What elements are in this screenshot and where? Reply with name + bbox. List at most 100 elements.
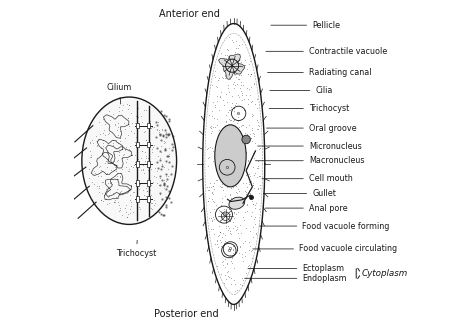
Point (213, 237, 221, 243)
Point (235, 235, 243, 240)
Point (244, 209, 251, 214)
Point (210, 181, 218, 186)
Point (129, 164, 137, 170)
Point (219, 159, 227, 164)
Point (245, 158, 252, 163)
Point (215, 143, 222, 148)
Point (96, 132, 103, 137)
Point (216, 163, 224, 168)
Point (218, 235, 226, 240)
Point (246, 191, 254, 196)
Point (137, 168, 145, 173)
Point (103, 164, 111, 170)
Point (220, 103, 228, 108)
Point (89, 137, 96, 142)
Point (158, 127, 165, 133)
Point (147, 200, 155, 206)
Point (213, 116, 221, 122)
Point (222, 166, 230, 171)
Point (241, 188, 248, 193)
Point (130, 162, 138, 168)
Point (249, 130, 257, 135)
Point (220, 254, 228, 259)
Point (118, 155, 126, 160)
Point (226, 72, 233, 77)
Point (222, 72, 229, 77)
Text: Posterior end: Posterior end (154, 309, 219, 318)
Point (246, 263, 253, 268)
Point (219, 134, 227, 139)
Point (234, 156, 242, 162)
Point (233, 148, 240, 153)
Point (231, 164, 238, 170)
Ellipse shape (215, 125, 246, 187)
Point (222, 160, 230, 165)
Point (234, 121, 241, 126)
Point (155, 127, 163, 133)
Point (234, 165, 241, 170)
Point (165, 116, 173, 122)
Point (117, 188, 124, 194)
Point (222, 136, 229, 142)
Point (125, 102, 133, 107)
Point (89, 141, 97, 146)
Point (240, 96, 248, 101)
Point (236, 244, 244, 249)
Point (237, 63, 244, 68)
Point (99, 144, 107, 149)
Point (214, 146, 222, 151)
Point (112, 168, 119, 173)
Point (250, 185, 258, 191)
Text: Cytoplasm: Cytoplasm (362, 269, 408, 278)
Point (162, 174, 169, 179)
Point (135, 186, 142, 192)
Point (249, 224, 256, 230)
Point (109, 191, 117, 196)
Point (242, 92, 250, 97)
Point (126, 168, 133, 173)
Point (223, 149, 230, 154)
Point (156, 182, 164, 187)
Point (230, 226, 237, 231)
Point (216, 230, 224, 235)
Point (226, 141, 233, 146)
Point (162, 129, 169, 134)
Point (224, 154, 231, 159)
Point (94, 174, 102, 179)
Point (158, 161, 166, 167)
Point (138, 119, 146, 125)
Point (143, 137, 150, 142)
Point (232, 134, 239, 140)
Point (224, 270, 231, 275)
Point (210, 72, 218, 77)
Point (107, 168, 115, 173)
Text: Food vacuole circulating: Food vacuole circulating (253, 244, 397, 254)
Point (256, 145, 264, 151)
Point (228, 232, 235, 237)
Point (237, 165, 245, 170)
Point (85, 167, 93, 172)
Point (156, 192, 164, 197)
Point (221, 134, 228, 139)
Point (99, 137, 106, 143)
Point (210, 216, 218, 221)
Point (256, 174, 264, 179)
Point (154, 119, 162, 125)
Point (150, 142, 157, 148)
Point (154, 145, 161, 150)
Point (256, 182, 264, 188)
Point (227, 76, 234, 81)
Point (228, 260, 236, 265)
Point (238, 64, 246, 70)
Point (239, 180, 246, 186)
Point (223, 184, 230, 190)
Point (247, 179, 255, 184)
Point (228, 137, 236, 142)
Point (212, 159, 219, 164)
Point (153, 128, 161, 133)
Point (113, 176, 121, 182)
Point (220, 140, 228, 146)
Point (232, 72, 240, 77)
Point (144, 194, 151, 199)
Point (239, 214, 247, 219)
